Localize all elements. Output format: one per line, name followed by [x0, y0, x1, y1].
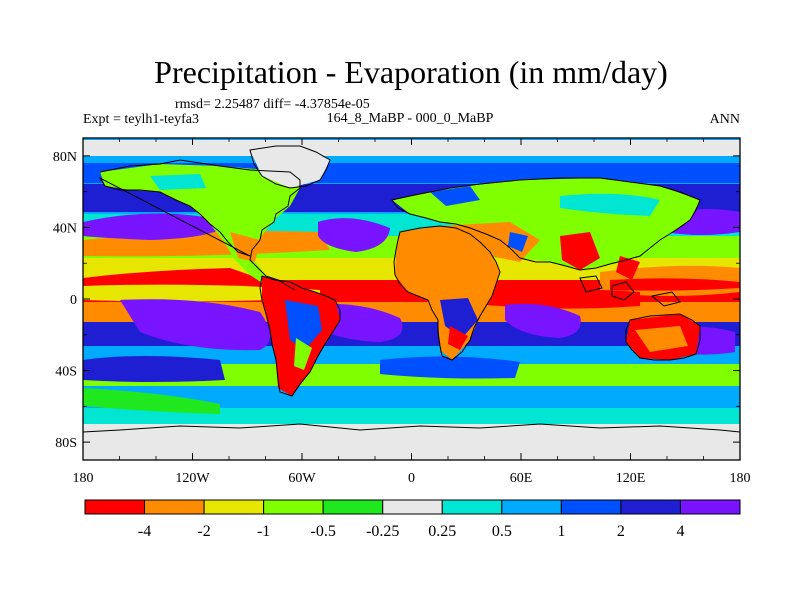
colorbar-box [679, 499, 741, 515]
field-region [560, 193, 660, 216]
field-region [508, 232, 528, 252]
coastline [99, 159, 301, 291]
colorbar-label: -1 [257, 523, 270, 540]
colorbar-label: -0.5 [311, 523, 336, 540]
field-region [430, 186, 480, 206]
y-tick-label: 80S [55, 436, 77, 451]
coastline [98, 176, 251, 257]
north-america-land [100, 164, 300, 296]
field-region [610, 278, 740, 291]
field-region [560, 232, 600, 270]
colorbar-box [322, 499, 384, 515]
field-region [616, 256, 640, 280]
colorbar-box [84, 499, 146, 515]
antarctica-land [83, 430, 740, 460]
field-region [635, 326, 688, 352]
field-band [83, 386, 740, 408]
colorbar-box [560, 499, 622, 515]
field-band [83, 346, 740, 364]
colorbar-label: 2 [617, 523, 625, 540]
x-tick-label: 120E [616, 471, 646, 486]
pacific-dry-zone [120, 299, 270, 351]
y-tick-label: 40N [53, 221, 77, 236]
chart-title: Precipitation - Evaporation (in mm/day) [154, 54, 668, 90]
y-tick-label: 40S [55, 365, 77, 380]
colorbar-label: -2 [197, 523, 210, 540]
colorbar: -4 -2 -1 -0.5 -0.25 0.25 0.5 1 2 4 [84, 499, 741, 540]
coastline [249, 145, 331, 189]
experiment-label: Expt = teylh1-teyfa3 [83, 112, 199, 127]
coastline [391, 177, 701, 271]
north-pacific-dry-zone [83, 213, 230, 240]
coastline [611, 281, 635, 301]
field-region [285, 300, 322, 350]
colorbar-box [620, 499, 681, 515]
coastline [625, 313, 701, 361]
colorbar-box [144, 499, 205, 515]
x-tick-label: 180 [730, 471, 751, 486]
field-region [83, 284, 320, 302]
coastline-layer [83, 145, 740, 433]
field-region [230, 232, 260, 262]
x-tick-label: 60E [510, 471, 533, 486]
colorbar-box [441, 499, 503, 515]
x-tick-label: 180 [73, 471, 94, 486]
field-region [150, 174, 206, 190]
field-region [448, 326, 468, 350]
x-tick-label: 0 [408, 471, 415, 486]
coastline [650, 291, 681, 307]
y-tick-label: 80N [53, 150, 77, 165]
field-region [475, 289, 640, 309]
field-layer [83, 138, 740, 460]
field-band [83, 408, 740, 424]
colorbar-box [382, 499, 443, 515]
field-region [83, 356, 225, 382]
north-atlantic-dry-zone [318, 218, 390, 252]
axis-ticks: 180 120W 60W 0 60E 120E 180 80N 40N 0 40S 80S [53, 138, 751, 486]
y-tick-label: 0 [70, 293, 77, 308]
colorbar-label: 0.25 [428, 523, 456, 540]
colorbar-box [501, 499, 562, 515]
coastline [579, 275, 603, 293]
field-region [440, 298, 478, 338]
coastline [83, 423, 740, 433]
africa-land [395, 226, 500, 360]
field-region [380, 356, 520, 379]
colorbar-label: 1 [557, 523, 565, 540]
colorbar-label: -4 [138, 523, 151, 540]
indian-dry-zone [505, 303, 581, 338]
field-region [83, 388, 220, 414]
coastline [393, 225, 501, 361]
coastline [259, 275, 341, 397]
season-label: ANN [710, 112, 740, 127]
colorbar-label: -0.25 [366, 523, 399, 540]
x-tick-label: 60W [288, 471, 316, 486]
field-region [294, 338, 312, 370]
colorbar-label: 4 [676, 523, 684, 540]
colorbar-label: 0.5 [492, 523, 512, 540]
colorbar-box [263, 499, 324, 515]
period-label: 164_8_MaBP - 000_0_MaBP [327, 111, 494, 126]
field-band [83, 140, 740, 156]
x-tick-label: 120W [175, 471, 210, 486]
colorbar-box [203, 499, 265, 515]
stats-text: rmsd= 2.25487 diff= -4.37854e-05 [175, 97, 370, 112]
greenland-land [250, 146, 330, 188]
